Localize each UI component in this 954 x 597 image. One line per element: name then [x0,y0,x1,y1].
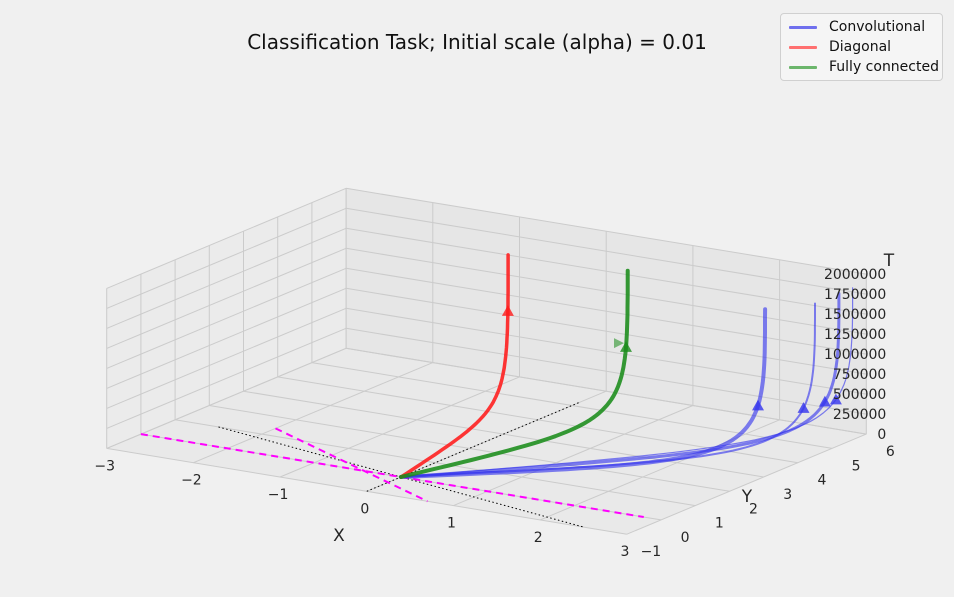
z-tick-label: 1750000 [824,287,886,303]
grid-line-floor-y [311,362,833,449]
x-tick-label: 2 [534,530,543,546]
chart-title: Classification Task; Initial scale (alph… [247,30,707,54]
y-tick-label: −1 [641,544,662,560]
grid-line-side-z [106,307,347,409]
legend-swatch-fully-connected [789,65,817,69]
grid-line-back-z [346,327,867,415]
grid-line-side-z [106,267,347,369]
series-line-2 [399,292,841,479]
grid-line-back-z [346,227,867,315]
legend-label-fully-connected: Fully connected [829,59,939,75]
series-marker-3 [829,393,842,405]
series-marker-5 [620,341,632,352]
y-tick-label: 1 [715,516,724,532]
y-axis-label: Y [741,487,753,507]
series-marker-1 [797,402,810,413]
series-marker-2 [818,395,831,407]
y-tick-label: 3 [783,487,792,503]
dashed-reference-line [275,427,428,503]
legend-item-fully-connected: Fully connected [789,57,939,77]
x-tick-label: 3 [620,544,629,560]
grid-line-floor-y [175,419,696,507]
grid-line-back-z [346,347,867,435]
series-marker-4 [501,305,514,316]
grid-line-side-z [106,347,347,449]
grid-line-side-z [106,287,347,389]
grid-line-back-z [346,247,867,335]
grid-line-side-z [106,327,347,429]
legend-swatch-convolutional [789,25,817,29]
legend-item-diagonal: Diagonal [789,37,891,57]
legend-label-diagonal: Diagonal [829,39,892,55]
grid-line-side-z [106,247,347,349]
series-marker-side [614,338,624,349]
grid-line-floor-x [626,433,867,535]
z-tick-label: 0 [877,427,886,443]
legend-item-convolutional: Convolutional [789,17,925,37]
grid-line-side-z [106,227,347,329]
y-tick-label: 6 [886,444,895,460]
series-line-1 [400,302,816,478]
x-axis-label: X [333,526,345,546]
grid-line-back-z [346,307,867,395]
y-tick-label: 0 [681,530,690,546]
x-tick-label: −1 [268,487,289,503]
series-line-5 [399,268,630,479]
z-tick-label: 1250000 [824,327,886,343]
x-tick-label: −3 [94,458,115,474]
z-tick-label: 500000 [833,387,886,403]
z-tick-label: 750000 [833,367,886,383]
grid-line-back-z [346,187,867,275]
z-tick-label: 250000 [833,407,886,423]
series-marker-0 [752,399,764,411]
y-tick-label: 2 [749,501,758,517]
grid-line-side-z [106,187,347,289]
series-markers [501,305,842,413]
z-tick-label: 1000000 [824,347,886,363]
dashed-reference-line [140,433,644,519]
z-axis-label: T [883,251,895,271]
y-tick-label: 5 [852,458,861,474]
grid-line-back-z [346,267,867,355]
z-tick-label: 2000000 [824,267,886,283]
grid-line-back-z [346,207,867,295]
series-line-3 [400,287,854,478]
x-tick-label: 0 [360,501,369,517]
z-tick-label: 1500000 [824,307,886,323]
grid-line-floor-y [209,405,730,492]
legend-label-convolutional: Convolutional [829,19,926,35]
y-tick-label: 4 [817,473,826,489]
legend-swatch-diagonal [789,45,817,49]
x-tick-label: 1 [447,516,456,532]
grid-line-back-z [346,287,867,375]
series-line-4 [399,253,510,479]
series-group [399,253,854,479]
legend: Convolutional Diagonal Fully connected [780,13,943,81]
grid-line-floor-x [453,405,694,507]
grid-line-floor-x [193,362,433,464]
grid-line-floor-x [279,376,520,478]
x-tick-label: −2 [181,473,202,489]
grid-line-side-z [106,207,347,309]
